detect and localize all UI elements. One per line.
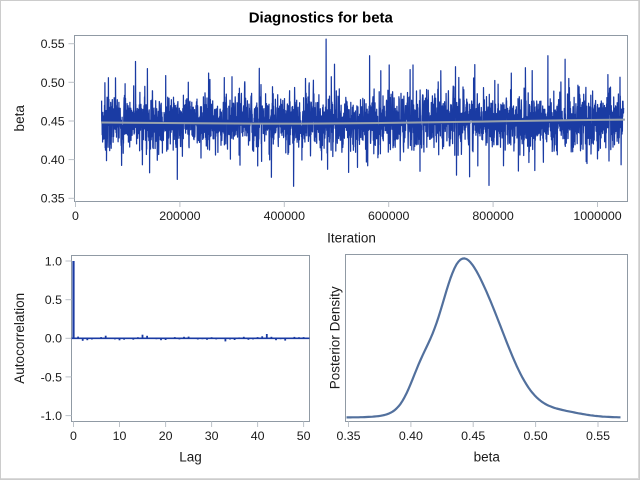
svg-text:0: 0 xyxy=(70,429,77,443)
svg-text:1.0: 1.0 xyxy=(45,254,62,268)
svg-text:0.55: 0.55 xyxy=(586,429,610,443)
svg-text:0: 0 xyxy=(72,209,79,223)
svg-text:0.55: 0.55 xyxy=(41,37,65,51)
svg-text:-1.0: -1.0 xyxy=(41,409,62,423)
svg-text:0.40: 0.40 xyxy=(399,429,423,443)
svg-text:Iteration: Iteration xyxy=(327,231,376,246)
svg-text:10: 10 xyxy=(113,429,127,443)
svg-text:beta: beta xyxy=(474,450,501,465)
svg-text:50: 50 xyxy=(297,429,311,443)
svg-text:-0.5: -0.5 xyxy=(41,370,62,384)
svg-text:0.35: 0.35 xyxy=(41,192,65,206)
svg-text:Posterior Density: Posterior Density xyxy=(328,286,343,389)
svg-text:600000: 600000 xyxy=(368,209,409,223)
svg-text:30: 30 xyxy=(205,429,219,443)
svg-text:0.5: 0.5 xyxy=(45,293,62,307)
svg-text:200000: 200000 xyxy=(159,209,200,223)
svg-text:1000000: 1000000 xyxy=(573,209,621,223)
svg-text:beta: beta xyxy=(12,105,27,132)
svg-text:0.50: 0.50 xyxy=(41,76,65,90)
svg-text:0.0: 0.0 xyxy=(45,332,62,346)
svg-text:0.40: 0.40 xyxy=(41,153,65,167)
svg-text:Diagnostics for beta: Diagnostics for beta xyxy=(249,10,394,27)
svg-text:0.50: 0.50 xyxy=(524,429,548,443)
svg-text:Lag: Lag xyxy=(179,450,202,465)
svg-text:0.45: 0.45 xyxy=(41,114,65,128)
svg-text:20: 20 xyxy=(159,429,173,443)
svg-text:Autocorrelation: Autocorrelation xyxy=(12,293,27,384)
svg-text:400000: 400000 xyxy=(264,209,305,223)
svg-text:40: 40 xyxy=(251,429,265,443)
svg-text:0.45: 0.45 xyxy=(461,429,485,443)
svg-text:0.35: 0.35 xyxy=(336,429,360,443)
svg-text:800000: 800000 xyxy=(472,209,513,223)
